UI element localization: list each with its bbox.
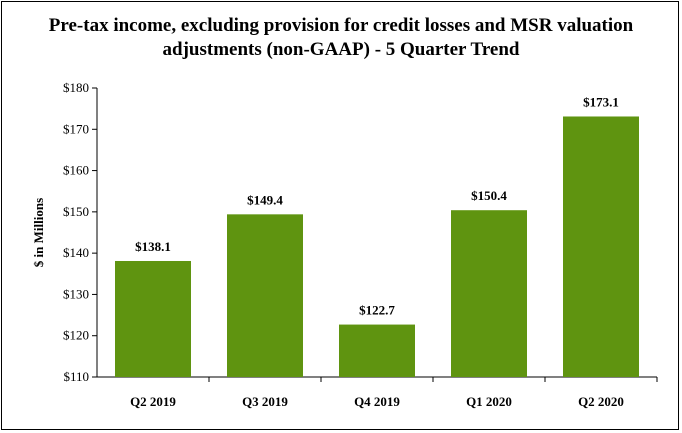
chart-title: Pre-tax income, excluding provision for … [0, 14, 682, 62]
y-tick-label: $110 [63, 369, 89, 384]
y-axis-label: $ in Millions [31, 198, 46, 267]
chart-title-line-2: adjustments (non-GAAP) - 5 Quarter Trend [162, 39, 520, 60]
chart-title-line-1: Pre-tax income, excluding provision for … [48, 15, 634, 36]
bar [451, 210, 527, 377]
data-label: $173.1 [583, 94, 619, 109]
x-tick-label: Q3 2019 [242, 394, 288, 409]
y-tick-label: $150 [63, 204, 89, 219]
data-label: $138.1 [135, 239, 171, 254]
bar [563, 116, 639, 377]
y-tick-label: $120 [63, 328, 89, 343]
x-tick-label: Q1 2020 [466, 394, 512, 409]
data-label: $122.7 [359, 303, 395, 318]
bar [227, 214, 303, 377]
bar [115, 260, 191, 377]
data-label: $150.4 [471, 188, 507, 203]
data-label: $149.4 [247, 192, 283, 207]
y-tick-label: $130 [63, 286, 89, 301]
x-tick-label: Q4 2019 [354, 394, 400, 409]
bar [339, 324, 415, 377]
x-tick-label: Q2 2019 [130, 394, 176, 409]
y-tick-label: $160 [63, 163, 89, 178]
x-tick-label: Q2 2020 [578, 394, 624, 409]
y-tick-label: $180 [63, 80, 89, 95]
y-tick-label: $170 [63, 121, 89, 136]
y-tick-label: $140 [63, 245, 89, 260]
